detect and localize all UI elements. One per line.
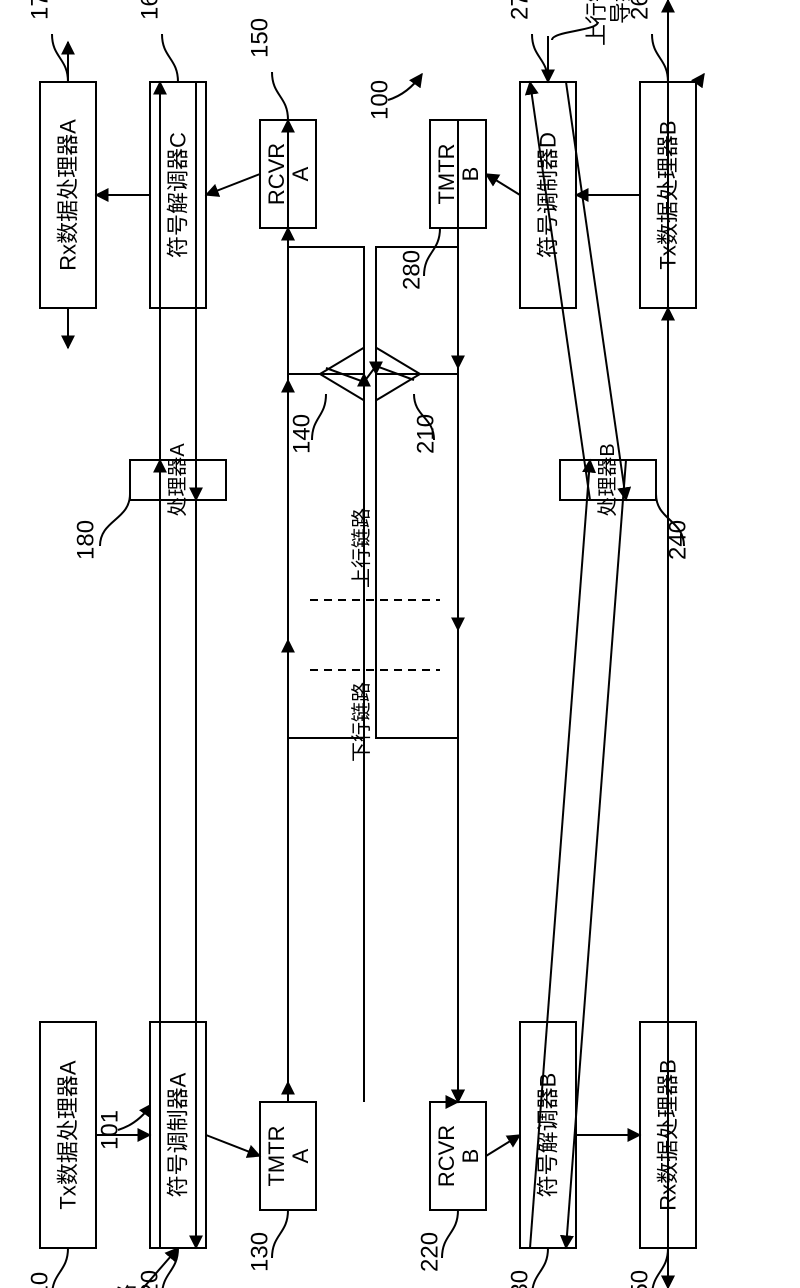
- svg-text:210: 210: [413, 414, 440, 454]
- svg-text:220: 220: [417, 1232, 444, 1272]
- svg-text:150: 150: [247, 18, 274, 58]
- svg-text:下行链路: 下行链路: [350, 682, 373, 762]
- svg-text:处理器A: 处理器A: [166, 443, 189, 517]
- svg-text:Rx数据处理器A: Rx数据处理器A: [56, 119, 81, 271]
- svg-text:270: 270: [507, 0, 534, 20]
- svg-text:160: 160: [137, 0, 164, 20]
- diagram-canvas: 100101201Tx数据处理器A110符号调制器A120TMTRA130140…: [0, 0, 800, 1288]
- svg-text:符号解调器C: 符号解调器C: [166, 132, 191, 258]
- svg-text:上行链路: 上行链路: [350, 508, 373, 588]
- svg-text:280: 280: [399, 250, 426, 290]
- svg-text:140: 140: [289, 414, 316, 454]
- svg-text:Tx数据处理器A: Tx数据处理器A: [56, 1060, 81, 1209]
- svg-text:250: 250: [627, 1270, 654, 1288]
- svg-text:230: 230: [507, 1270, 534, 1288]
- svg-text:101: 101: [97, 1110, 124, 1150]
- svg-text:上行链路导频: 上行链路导频: [583, 0, 632, 46]
- svg-text:符号调制器A: 符号调制器A: [166, 1072, 191, 1197]
- svg-text:100: 100: [367, 80, 394, 120]
- svg-text:180: 180: [73, 520, 100, 560]
- svg-text:处理器B: 处理器B: [596, 443, 619, 516]
- svg-text:170: 170: [27, 0, 54, 20]
- svg-text:130: 130: [247, 1232, 274, 1272]
- svg-text:110: 110: [27, 1272, 54, 1288]
